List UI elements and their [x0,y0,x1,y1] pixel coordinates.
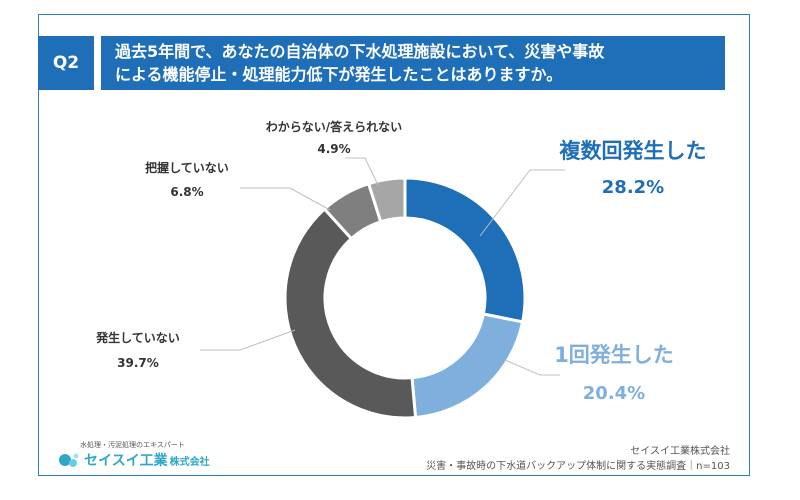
slice-once [410,312,525,420]
footer-credits: セイスイ工業株式会社 災害・事故時の下水道バックアップ体制に関する実態調査｜n=… [426,444,730,474]
value-no-answer: 4.9% [317,142,350,156]
value-multiple: 28.2% [602,177,664,198]
footer-company: セイスイ工業株式会社 [630,446,730,457]
label-none: 発生していない [95,330,180,345]
footer-survey: 災害・事故時の下水道バックアップ体制に関する実態調査｜n=103 [426,461,730,472]
logo-suffix: 株式会社 [169,456,210,468]
logo-name: セイスイ工業 [84,453,168,469]
value-none: 39.7% [117,356,159,370]
leader-none [200,329,296,351]
water-drops-icon [59,453,79,467]
question-line-2: による機能停止・処理能力低下が発生したことはありますか。 [115,65,563,84]
logo-tagline: 水処理・汚泥処理のエキスパート [80,441,185,449]
question-line-1: 過去5年間で、あなたの自治体の下水処理施設において、災害や事故 [115,42,605,61]
leader-multiple [479,169,565,237]
label-no-answer: わからない/答えられない [266,119,402,134]
slice-none [283,206,418,420]
company-logo: 水処理・汚泥処理のエキスパート セイスイ工業 株式会社 [58,440,210,470]
question-badge: Q2 [38,36,94,90]
label-once: 1回発生した [554,343,674,367]
value-unknown: 6.8% [170,185,203,199]
leader-once [504,359,560,376]
label-unknown: 把握していない [145,160,229,175]
leader-no-answer [345,157,379,186]
leader-unknown [240,187,331,211]
label-multiple: 複数回発生した [559,139,707,163]
question-title: 過去5年間で、あなたの自治体の下水処理施設において、災害や事故 による機能停止・… [101,36,725,90]
slice-no-answer [366,176,407,224]
value-once: 20.4% [583,383,645,404]
